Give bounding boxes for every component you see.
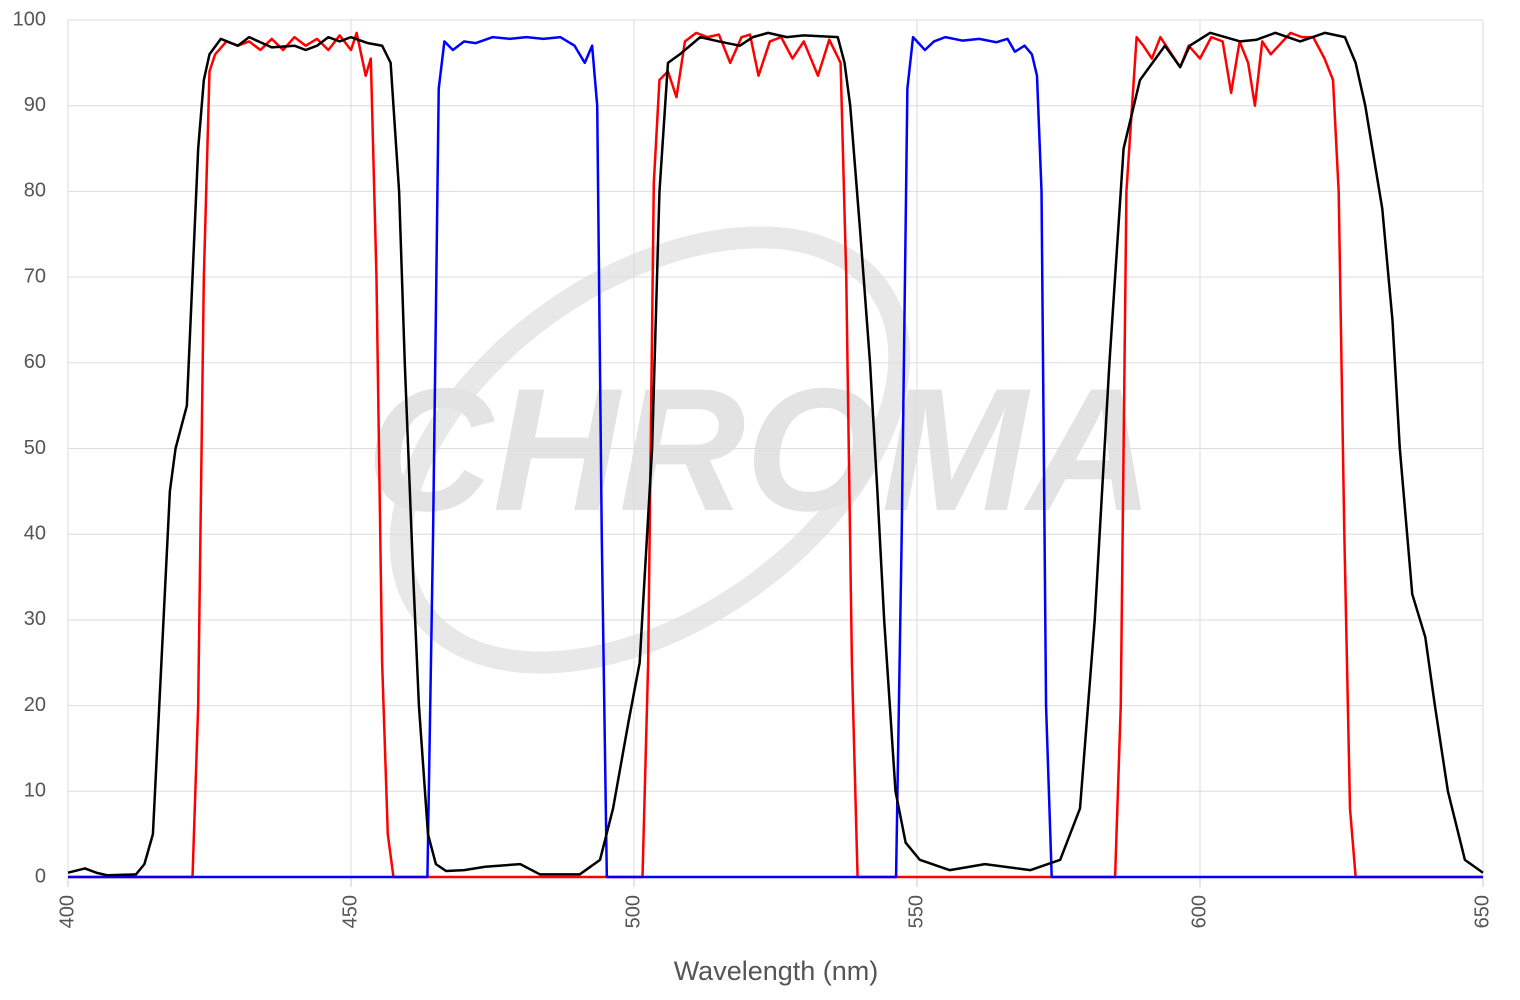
y-tick-label: 80 [24,180,46,202]
y-tick-label: 50 [24,437,46,459]
x-tick-label: 600 [1188,895,1210,928]
series-line [68,31,1483,879]
watermark-group: CHROMA [366,226,1154,674]
watermark: CHROMA [366,353,1153,548]
y-tick-label: 10 [24,780,46,802]
series-line [67,31,1484,877]
x-tick-label: 550 [905,895,927,928]
y-tick-label: 70 [24,265,46,287]
x-tick-label: 500 [622,895,644,928]
x-axis-label: Wavelength (nm) [674,956,879,986]
x-tick-label: 650 [1471,895,1493,928]
x-tick-label: 450 [339,895,361,928]
y-tick-label: 30 [24,608,46,630]
x-tick-label: 400 [56,895,78,928]
y-tick-label: 100 [13,8,46,30]
y-tick-label: 60 [24,351,46,373]
watermark-swoosh [389,226,911,674]
series-line [68,35,1483,879]
y-tick-label: 0 [35,865,46,887]
y-tick-label: 90 [24,94,46,116]
y-tick-label: 40 [24,522,46,544]
y-tick-label: 20 [24,694,46,716]
